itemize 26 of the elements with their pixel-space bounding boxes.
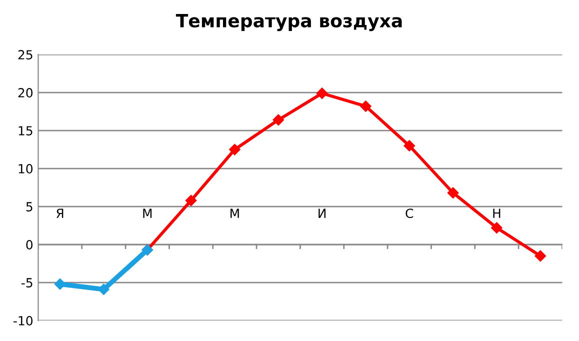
x-tick-label: Н — [493, 208, 500, 218]
y-tick-label: 20 — [18, 88, 33, 98]
x-tick-label: М — [230, 208, 239, 218]
x-tick-label: М — [143, 208, 152, 218]
chart-title: Температура воздуха — [176, 14, 402, 32]
y-tick-label: -10 — [14, 316, 33, 326]
point — [316, 88, 328, 99]
point — [360, 100, 372, 112]
y-tick-label: 25 — [18, 50, 32, 60]
point — [447, 187, 459, 198]
x-tick-label: Я — [56, 208, 64, 218]
point — [185, 194, 197, 206]
point — [229, 144, 240, 156]
point — [491, 222, 502, 234]
point — [98, 284, 110, 295]
y-tick-label: 10 — [18, 164, 33, 174]
x-tick-label: С — [406, 208, 414, 218]
point — [534, 250, 546, 262]
y-tick-label: 5 — [26, 202, 32, 212]
y-tick-label: 15 — [18, 126, 32, 136]
point — [54, 278, 66, 290]
y-tick-label: -5 — [22, 278, 32, 288]
point — [272, 114, 284, 126]
point — [404, 140, 415, 152]
x-tick-label: И — [318, 208, 326, 218]
y-tick-label: 0 — [26, 240, 33, 250]
